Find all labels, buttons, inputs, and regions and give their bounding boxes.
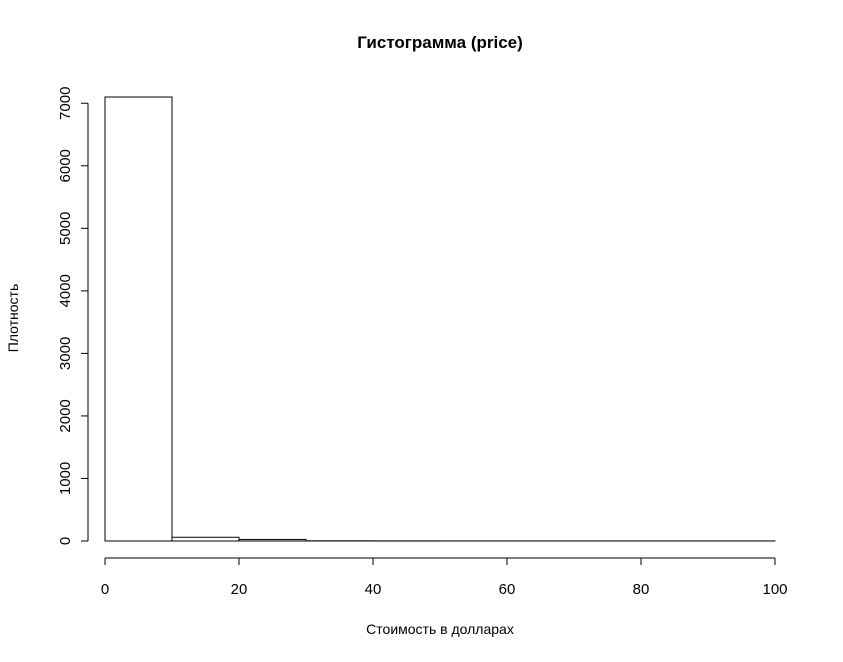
x-axis-label: Стоимость в долларах (366, 621, 514, 637)
histogram-bar-2 (239, 539, 306, 541)
x-axis: 0 20 40 60 80 100 (101, 558, 788, 598)
y-tick-label-1: 1000 (57, 462, 74, 495)
x-tick-label-4: 80 (633, 581, 650, 598)
y-tick-label-2: 2000 (57, 399, 74, 432)
y-tick-label-5: 5000 (57, 212, 74, 245)
x-tick-label-1: 20 (231, 581, 248, 598)
x-tick-label-5: 100 (762, 581, 787, 598)
y-tick-label-4: 4000 (57, 274, 74, 307)
x-tick-label-2: 40 (365, 581, 382, 598)
histogram-bar-0 (105, 97, 172, 541)
x-tick-label-3: 60 (499, 581, 516, 598)
y-tick-label-6: 6000 (57, 149, 74, 182)
y-axis: 0 1000 2000 3000 4000 5000 6000 7000 (57, 87, 88, 546)
y-tick-label-0: 0 (57, 537, 74, 545)
bars-layer (105, 97, 775, 541)
y-axis-label: Плотность (5, 284, 21, 353)
histogram-bar-1 (172, 537, 239, 541)
y-tick-label-3: 3000 (57, 337, 74, 370)
x-tick-label-0: 0 (101, 581, 109, 598)
y-tick-label-7: 7000 (57, 87, 74, 120)
chart-title: Гистограмма (price) (357, 33, 523, 52)
